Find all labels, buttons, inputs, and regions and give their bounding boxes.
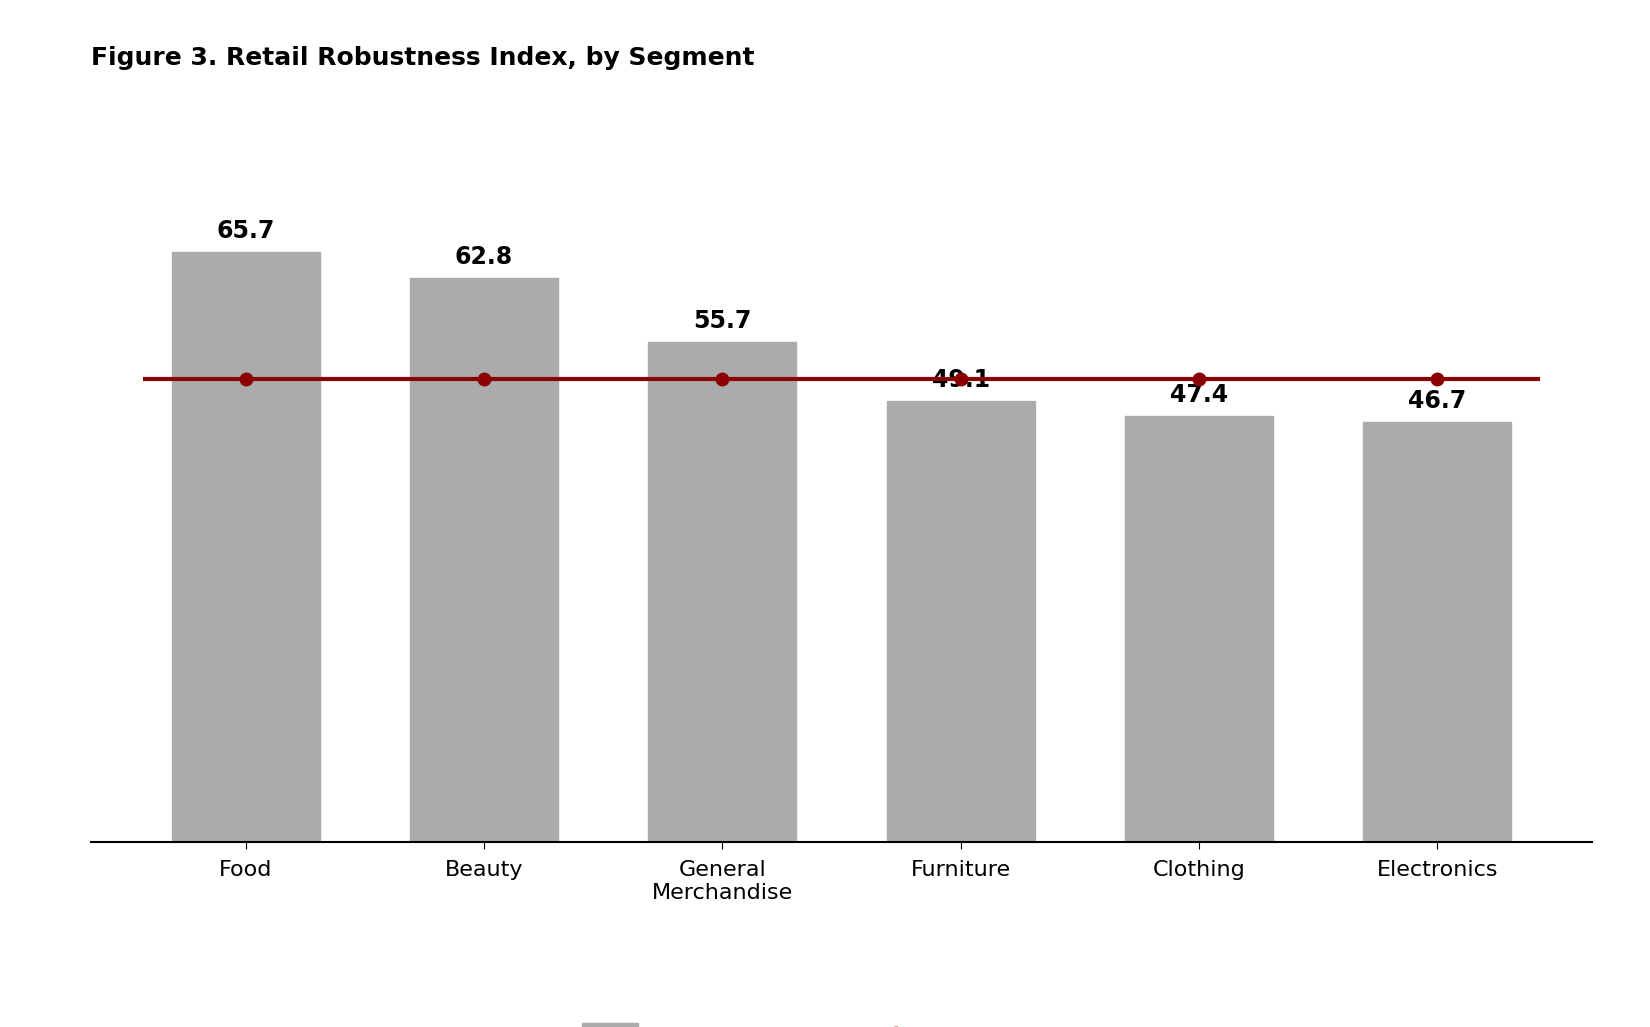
Legend: Segment Index, Average=51.5: Segment Index, Average=51.5 <box>571 1012 1112 1027</box>
Bar <box>411 278 558 842</box>
Text: Figure 3. Retail Robustness Index, by Segment: Figure 3. Retail Robustness Index, by Se… <box>91 46 754 70</box>
Text: 62.8: 62.8 <box>455 244 513 269</box>
Text: 65.7: 65.7 <box>216 219 276 242</box>
Bar <box>1125 416 1272 842</box>
Text: 46.7: 46.7 <box>1407 389 1467 414</box>
Bar <box>648 342 797 842</box>
Bar <box>886 401 1035 842</box>
Text: 49.1: 49.1 <box>932 368 990 392</box>
Bar <box>1363 422 1511 842</box>
Bar <box>172 252 320 842</box>
Text: 55.7: 55.7 <box>693 309 751 333</box>
Text: 47.4: 47.4 <box>1170 383 1228 408</box>
